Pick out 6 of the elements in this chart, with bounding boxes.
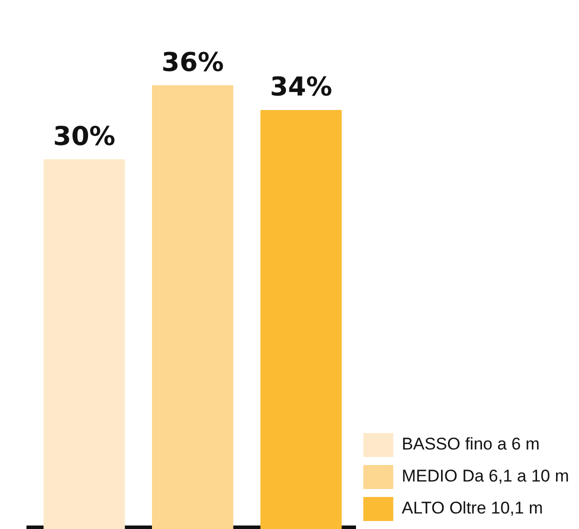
data-label: 36%: [162, 48, 224, 78]
legend-label: BASSO fino a 6 m: [402, 434, 540, 454]
legend-label: MEDIO Da 6,1 a 10 m: [402, 466, 570, 486]
data-label: 34%: [270, 72, 332, 103]
legend-label: ALTO Oltre 10,1 m: [402, 498, 543, 518]
data-label: 30%: [53, 122, 116, 152]
